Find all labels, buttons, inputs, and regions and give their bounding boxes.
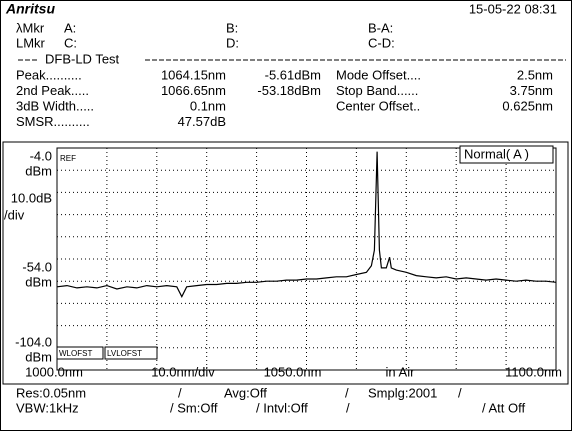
- y-scale-unit: /div: [4, 207, 25, 222]
- marker-label: LMkr: [16, 35, 46, 50]
- x-tick-label: 1050.0nm: [264, 364, 322, 379]
- trace-mode: Normal( A ): [464, 146, 529, 161]
- footer-item: /: [345, 385, 349, 400]
- footer-item: VBW:1kHz: [16, 400, 79, 415]
- field-value: 0.625nm: [502, 98, 553, 113]
- field-value: Stop Band......: [336, 83, 418, 98]
- marker-label: B-A:: [368, 20, 393, 35]
- x-tick-label: 1000.0nm: [25, 364, 83, 379]
- footer-item: / Att Off: [482, 400, 526, 415]
- y-tick-label: -104.0: [15, 334, 52, 349]
- field-value: 2.5nm: [517, 67, 553, 82]
- field-value: 0.1nm: [190, 98, 226, 113]
- marker-label: λMkr: [16, 20, 45, 35]
- offset-label: LVLOFST: [107, 349, 142, 358]
- trace: [56, 151, 557, 299]
- y-tick-label: -4.0: [30, 148, 52, 163]
- marker-label: B:: [226, 20, 238, 35]
- marker-label: C:: [64, 35, 77, 50]
- footer-item: / Sm:Off: [170, 400, 218, 415]
- field-value: Center Offset..: [336, 98, 420, 113]
- field-label: 3dB Width.....: [16, 98, 94, 113]
- footer-item: /: [458, 385, 462, 400]
- ref-label: REF: [60, 154, 76, 163]
- datetime: 15-05-22 08:31: [469, 1, 557, 16]
- field-value: 47.57dB: [178, 114, 226, 129]
- offset-box: [56, 346, 104, 360]
- footer-item: Avg:Off: [224, 385, 267, 400]
- footer-item: Smplg:2001: [368, 385, 437, 400]
- mode-box: [459, 145, 554, 164]
- footer-item: / Intvl:Off: [256, 400, 308, 415]
- footer-item: /: [178, 385, 182, 400]
- x-scale: 10.0nm/div: [151, 364, 215, 379]
- y-unit: dBm: [25, 274, 52, 289]
- section-title: DFB-LD Test: [45, 51, 120, 66]
- field-value: 3.75nm: [510, 83, 553, 98]
- y-scale: 10.0dB: [11, 190, 52, 205]
- field-label: Peak..........: [16, 67, 82, 82]
- x-tick-label: 1100.0nm: [505, 364, 562, 379]
- y-unit: dBm: [25, 349, 52, 364]
- y-tick-label: -54.0: [22, 259, 52, 274]
- logo: Anritsu: [5, 1, 55, 17]
- marker-label: A:: [64, 20, 76, 35]
- footer-item: Res:0.05nm: [16, 385, 86, 400]
- field-value: 1064.15nm: [161, 67, 226, 82]
- y-unit: dBm: [25, 163, 52, 178]
- field-label: -53.18dBm: [257, 83, 321, 98]
- footer-item: /: [346, 400, 350, 415]
- offset-label: WLOFST: [59, 349, 92, 358]
- offset-box: [104, 346, 158, 360]
- marker-label: D:: [226, 35, 239, 50]
- field-label: SMSR..........: [16, 114, 90, 129]
- field-label: -5.61dBm: [265, 67, 321, 82]
- field-value: Mode Offset....: [336, 67, 421, 82]
- field-value: 1066.65nm: [161, 83, 226, 98]
- marker-label: C-D:: [368, 35, 395, 50]
- field-label: 2nd Peak.....: [16, 83, 89, 98]
- medium: in Air: [386, 364, 416, 379]
- chart-frame: [2, 141, 569, 385]
